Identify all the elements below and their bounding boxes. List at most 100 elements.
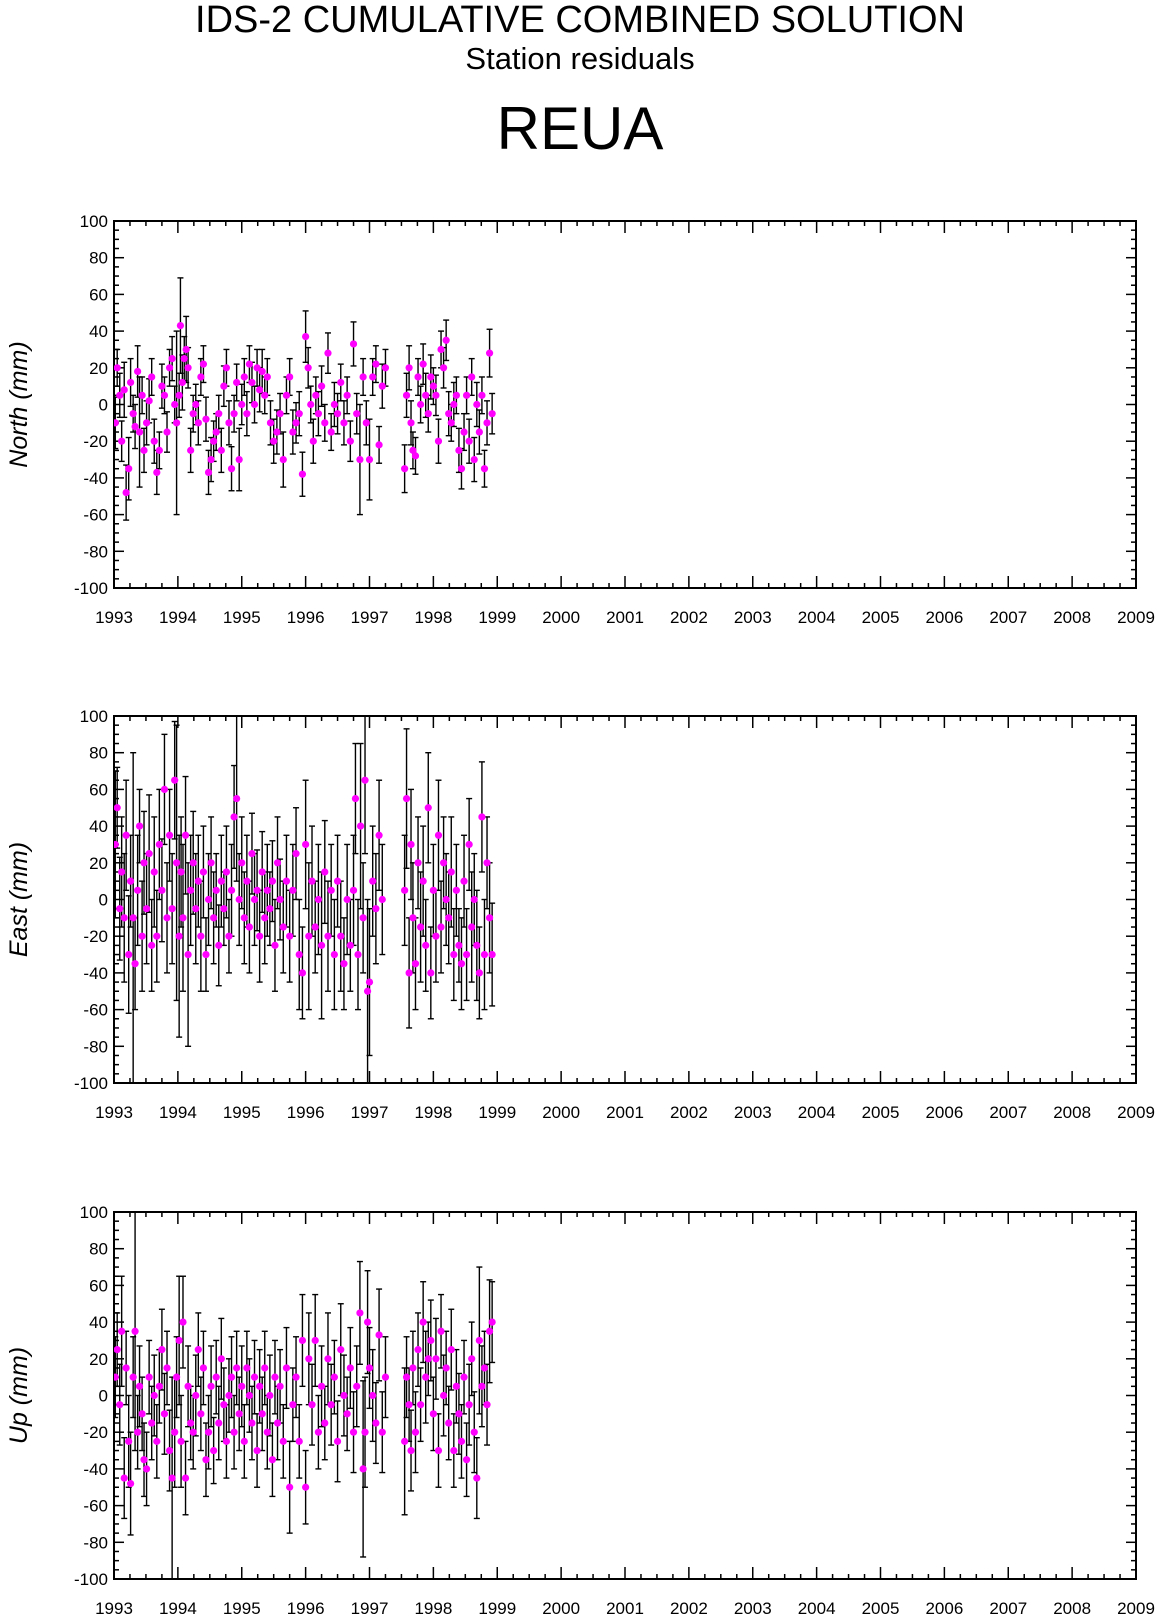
east-data-point (480, 950, 489, 959)
east-data-point (271, 941, 279, 949)
east-data-point (129, 914, 137, 922)
east-data-point (160, 785, 169, 794)
east-data-point (155, 840, 163, 849)
up-data-point (314, 1428, 322, 1436)
up-x-tick-label: 2000 (542, 1599, 580, 1618)
east-data-point (230, 813, 238, 821)
north-data-point (199, 360, 208, 368)
up-y-tick-label: -40 (83, 1460, 108, 1479)
up-data-point (134, 1428, 142, 1436)
north-plot-frame (113, 220, 1137, 589)
north-data-point (286, 373, 294, 381)
north-data-point (282, 391, 291, 399)
up-data-point (317, 1382, 326, 1390)
north-data-point (372, 360, 380, 368)
up-data-point (179, 1318, 187, 1326)
up-data-point (150, 1391, 158, 1400)
east-data-point (199, 868, 208, 876)
east-data-point (227, 886, 236, 894)
north-data-point (321, 419, 329, 427)
east-data-point (177, 868, 185, 876)
north-data-point (145, 397, 153, 405)
up-data-point (437, 1327, 445, 1335)
up-x-tick-label: 2007 (989, 1599, 1027, 1618)
up-data-point (177, 1437, 185, 1445)
up-data-point (411, 1428, 420, 1436)
north-data-point (178, 378, 186, 387)
north-data-point (238, 400, 246, 409)
up-x-tick-label: 2003 (734, 1599, 772, 1618)
up-data-point (295, 1437, 303, 1445)
up-data-point (311, 1336, 319, 1345)
north-data-point (204, 468, 213, 476)
east-x-tick-label: 2000 (542, 1103, 580, 1122)
east-data-point (308, 877, 316, 885)
up-data-point (485, 1327, 494, 1335)
north-data-point (478, 391, 486, 399)
up-data-point (240, 1437, 248, 1445)
north-data-point (337, 378, 345, 387)
north-data-point (488, 410, 496, 418)
east-data-point (125, 950, 133, 959)
north-x-tick-label: 1996 (287, 608, 325, 627)
north-data-point (378, 382, 386, 390)
up-data-point (439, 1391, 448, 1400)
up-data-point (356, 1309, 364, 1317)
up-y-tick-label: 0 (99, 1387, 108, 1406)
north-data-point (359, 373, 367, 381)
east-data-point (365, 978, 374, 986)
north-data-point (233, 378, 241, 387)
up-data-point (268, 1456, 277, 1464)
up-data-point (343, 1410, 351, 1418)
east-data-point (324, 932, 332, 940)
up-data-point (127, 1479, 135, 1488)
up-x-tick-label: 2006 (925, 1599, 963, 1618)
east-data-point (273, 859, 282, 867)
up-data-point (480, 1364, 489, 1372)
up-data-point (202, 1456, 210, 1464)
up-data-point (422, 1373, 430, 1381)
north-data-point (483, 419, 491, 427)
north-data-point (445, 410, 453, 418)
up-data-point (250, 1373, 259, 1381)
north-data-point (220, 382, 228, 390)
north-data-point (324, 349, 332, 357)
east-y-axis-label: East (mm) (5, 842, 33, 957)
north-data-point (452, 391, 460, 399)
east-data-point (145, 850, 153, 858)
north-panel: 100 80 60 40 20 0 -20 -40 -60 -80 -100 1993 1994 1995… (5, 212, 1155, 627)
north-x-tick-label: 2003 (734, 608, 772, 627)
east-data-point (179, 914, 187, 922)
east-data-point (134, 886, 142, 894)
up-data-point (302, 1483, 310, 1491)
east-data-point (465, 840, 473, 849)
east-data-point (194, 877, 202, 885)
up-data-point (271, 1373, 279, 1381)
north-data-point (171, 400, 179, 409)
up-data-point (116, 1401, 124, 1409)
north-x-tick-label: 2000 (542, 608, 580, 627)
north-data-point (314, 410, 322, 418)
east-data-point (460, 877, 468, 885)
north-data-point (248, 378, 256, 387)
north-data-point (131, 422, 139, 431)
north-data-point (439, 364, 448, 372)
north-data-point (134, 367, 142, 376)
north-data-point (158, 382, 166, 390)
east-y-tick-label: 60 (89, 780, 108, 799)
up-y-tick-label: -100 (74, 1570, 108, 1589)
chart-title: IDS-2 CUMULATIVE COMBINED SOLUTION (195, 0, 965, 41)
east-data-point (437, 923, 445, 931)
east-data-point (163, 914, 171, 922)
north-y-tick-label: -20 (83, 432, 108, 451)
east-data-point (261, 914, 269, 922)
north-data-point (279, 455, 287, 464)
up-data-point (253, 1446, 261, 1455)
up-data-point (488, 1318, 496, 1326)
east-data-point (225, 932, 233, 940)
east-data-point (204, 895, 213, 904)
east-x-tick-label: 1999 (478, 1103, 516, 1122)
up-data-point (220, 1401, 228, 1409)
up-x-tick-label: 2008 (1053, 1599, 1091, 1618)
up-data-point (145, 1373, 153, 1381)
